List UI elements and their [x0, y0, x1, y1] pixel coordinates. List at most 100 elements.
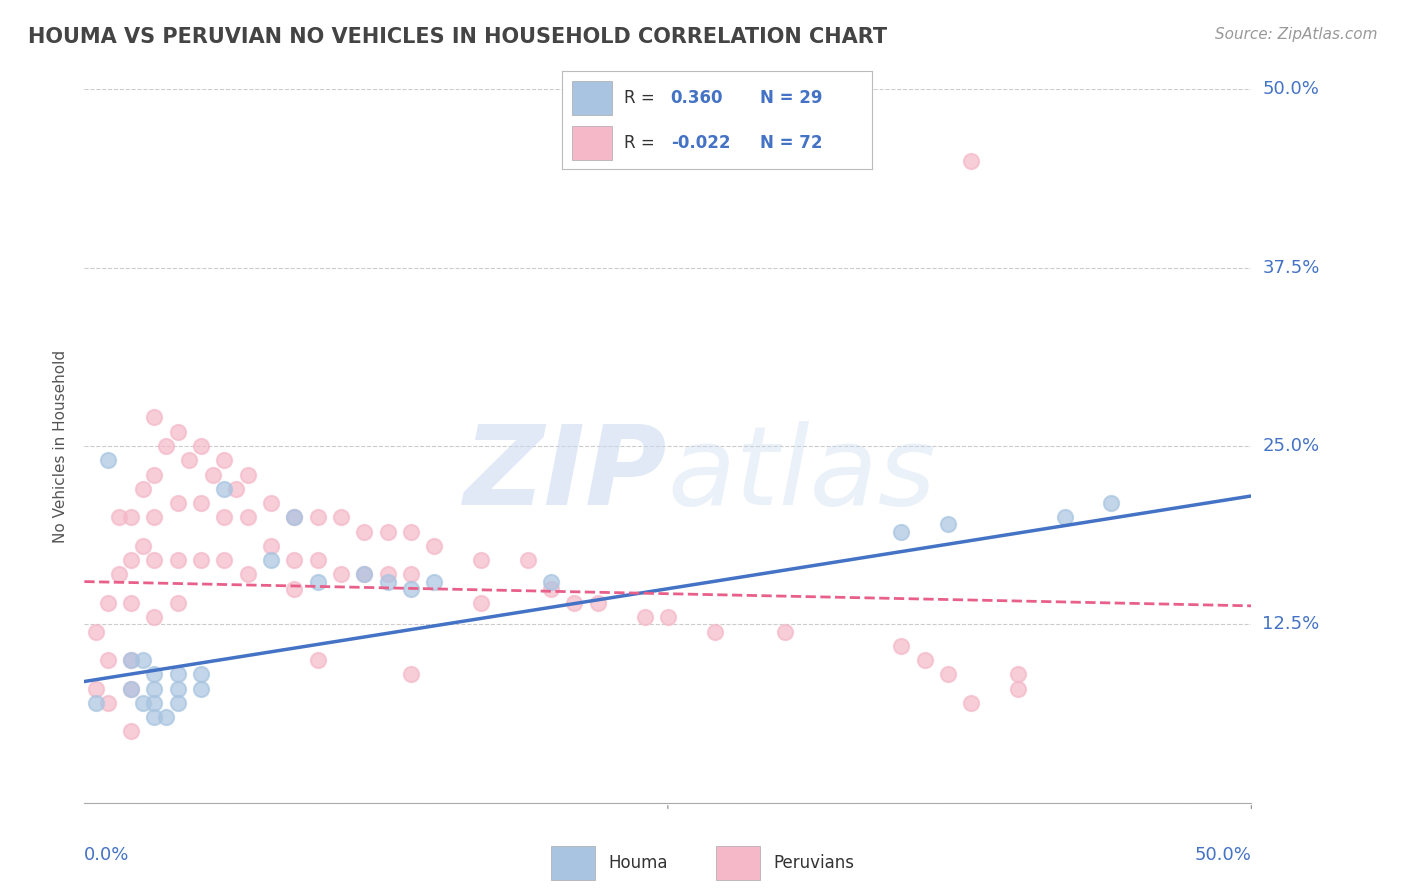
- Text: R =: R =: [624, 89, 661, 107]
- Point: [307, 653, 329, 667]
- Point: [283, 510, 305, 524]
- Point: [260, 539, 283, 553]
- Text: 0.360: 0.360: [671, 89, 723, 107]
- Point: [564, 596, 586, 610]
- Point: [540, 574, 562, 589]
- Point: [260, 553, 283, 567]
- Point: [132, 539, 155, 553]
- Point: [423, 539, 446, 553]
- Point: [166, 425, 188, 439]
- Point: [353, 567, 375, 582]
- Point: [120, 653, 142, 667]
- Point: [540, 582, 562, 596]
- Point: [97, 596, 120, 610]
- Point: [84, 681, 107, 696]
- Text: N = 72: N = 72: [761, 134, 823, 152]
- Point: [108, 567, 131, 582]
- Point: [399, 667, 422, 681]
- Point: [960, 696, 983, 710]
- Text: N = 29: N = 29: [761, 89, 823, 107]
- Point: [1007, 681, 1029, 696]
- Point: [143, 681, 166, 696]
- Point: [353, 524, 375, 539]
- Point: [225, 482, 247, 496]
- Point: [470, 596, 492, 610]
- Point: [936, 667, 959, 681]
- Text: 50.0%: 50.0%: [1263, 80, 1319, 98]
- Point: [190, 496, 212, 510]
- Text: Houma: Houma: [609, 854, 668, 872]
- Text: Source: ZipAtlas.com: Source: ZipAtlas.com: [1215, 27, 1378, 42]
- Point: [283, 510, 305, 524]
- Point: [283, 582, 305, 596]
- Point: [155, 710, 177, 724]
- Point: [773, 624, 796, 639]
- Point: [132, 653, 155, 667]
- Point: [120, 653, 142, 667]
- Point: [516, 553, 538, 567]
- Point: [960, 153, 983, 168]
- Point: [307, 510, 329, 524]
- Point: [120, 510, 142, 524]
- Y-axis label: No Vehicles in Household: No Vehicles in Household: [53, 350, 69, 542]
- Point: [307, 553, 329, 567]
- Point: [377, 524, 399, 539]
- Point: [586, 596, 609, 610]
- Point: [1099, 496, 1122, 510]
- Point: [166, 696, 188, 710]
- Point: [143, 410, 166, 425]
- Point: [190, 681, 212, 696]
- Point: [423, 574, 446, 589]
- Point: [155, 439, 177, 453]
- Point: [236, 467, 259, 482]
- Point: [890, 639, 912, 653]
- Text: 37.5%: 37.5%: [1263, 259, 1320, 277]
- Point: [166, 681, 188, 696]
- Text: 0.0%: 0.0%: [84, 846, 129, 863]
- Point: [307, 574, 329, 589]
- Point: [890, 524, 912, 539]
- Point: [120, 724, 142, 739]
- Point: [214, 482, 236, 496]
- Point: [132, 696, 155, 710]
- Point: [236, 510, 259, 524]
- Point: [143, 467, 166, 482]
- Point: [377, 574, 399, 589]
- Text: 50.0%: 50.0%: [1195, 846, 1251, 863]
- Point: [120, 553, 142, 567]
- Point: [166, 553, 188, 567]
- Point: [84, 696, 107, 710]
- Point: [84, 624, 107, 639]
- Text: 25.0%: 25.0%: [1263, 437, 1320, 455]
- Point: [399, 582, 422, 596]
- Point: [143, 710, 166, 724]
- Point: [260, 496, 283, 510]
- Point: [97, 453, 120, 467]
- Point: [201, 467, 224, 482]
- Point: [1007, 667, 1029, 681]
- Point: [236, 567, 259, 582]
- Text: Peruvians: Peruvians: [773, 854, 855, 872]
- Point: [353, 567, 375, 582]
- Point: [166, 496, 188, 510]
- Point: [143, 553, 166, 567]
- Point: [120, 681, 142, 696]
- Text: atlas: atlas: [668, 421, 936, 528]
- Text: 12.5%: 12.5%: [1263, 615, 1320, 633]
- Point: [936, 517, 959, 532]
- Point: [143, 667, 166, 681]
- Text: HOUMA VS PERUVIAN NO VEHICLES IN HOUSEHOLD CORRELATION CHART: HOUMA VS PERUVIAN NO VEHICLES IN HOUSEHO…: [28, 27, 887, 46]
- Point: [143, 696, 166, 710]
- Point: [214, 510, 236, 524]
- Point: [143, 610, 166, 624]
- Point: [914, 653, 936, 667]
- Point: [633, 610, 655, 624]
- FancyBboxPatch shape: [572, 127, 612, 160]
- Point: [97, 653, 120, 667]
- Text: R =: R =: [624, 134, 661, 152]
- Point: [470, 553, 492, 567]
- Point: [399, 567, 422, 582]
- Text: -0.022: -0.022: [671, 134, 730, 152]
- Point: [399, 524, 422, 539]
- Point: [377, 567, 399, 582]
